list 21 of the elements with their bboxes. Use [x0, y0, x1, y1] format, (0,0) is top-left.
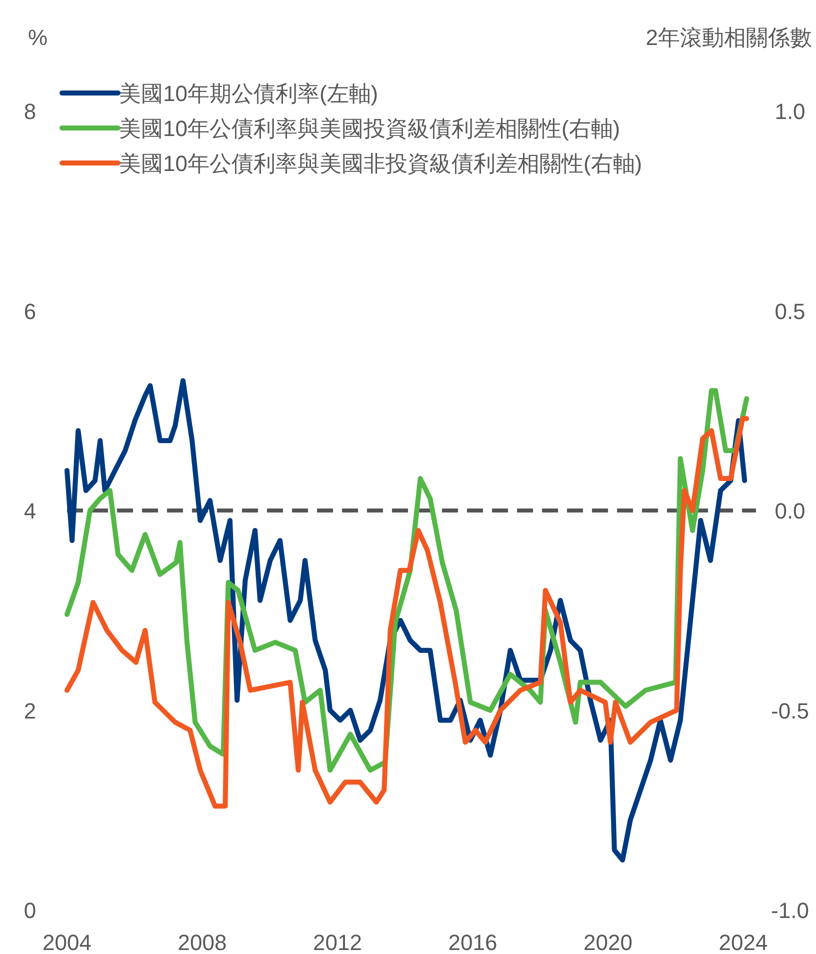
- y2tick: -1.0: [771, 898, 809, 923]
- y2tick: 0.0: [774, 498, 806, 524]
- y2tick: 1.0: [774, 99, 806, 124]
- legend-text: 美國10年公債利率與美國非投資級債利差相關性(右軸): [119, 151, 642, 176]
- legend-text: 美國10年期公債利率(左軸): [119, 81, 378, 106]
- y2label: 2年滾動相關係數: [646, 25, 812, 50]
- ytick: 0: [24, 898, 36, 923]
- xtick: 2020: [584, 930, 632, 954]
- xtick: 2012: [313, 930, 362, 954]
- ytick: 6: [24, 298, 36, 324]
- xtick: 2004: [42, 930, 92, 954]
- legend-text: 美國10年公債利率與美國投資級債利差相關性(右軸): [119, 116, 620, 141]
- ylabel: %: [28, 25, 48, 50]
- xtick: 2024: [718, 930, 768, 954]
- ytick: 8: [24, 99, 36, 124]
- xtick: 2008: [178, 930, 227, 954]
- ytick: 2: [24, 698, 36, 724]
- y2tick: 0.5: [774, 298, 806, 324]
- ytick: 4: [24, 498, 36, 524]
- xtick: 2016: [448, 930, 498, 954]
- y2tick: -0.5: [771, 698, 809, 724]
